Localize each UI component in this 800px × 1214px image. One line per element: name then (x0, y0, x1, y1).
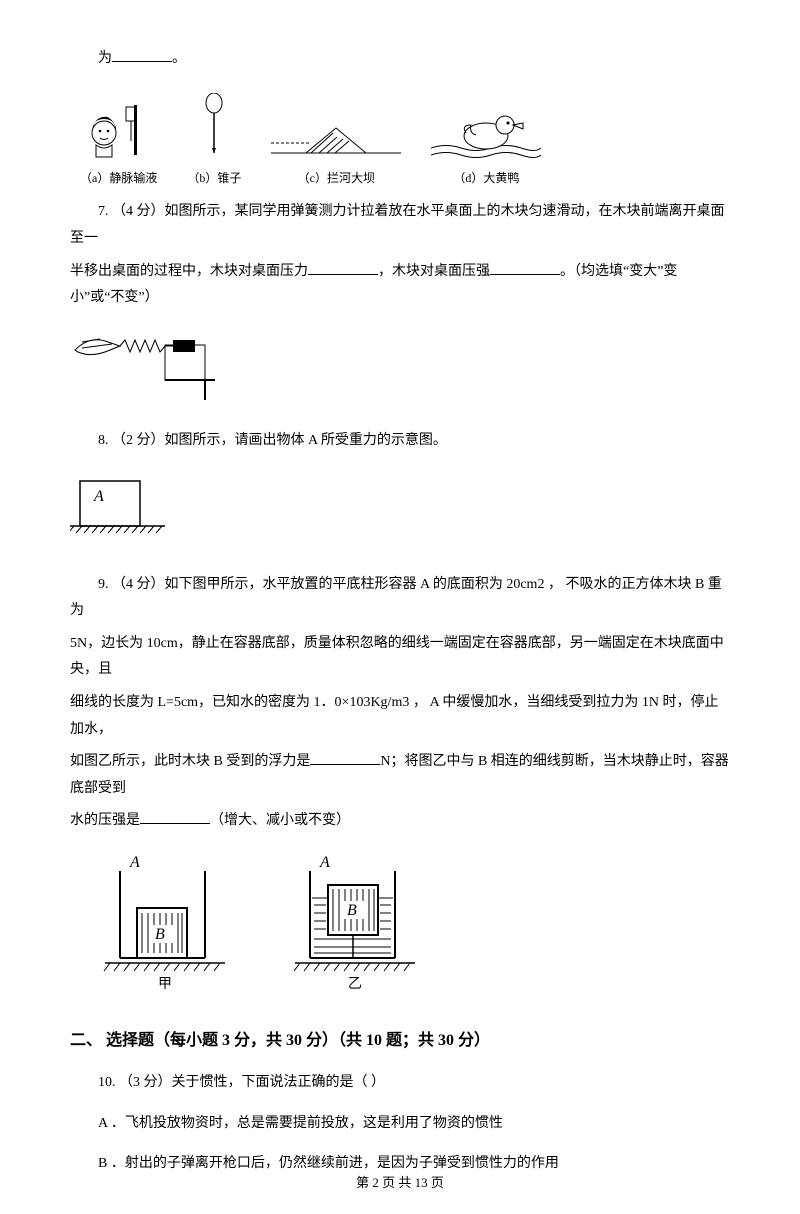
q7-l2-pre: 半移出桌面的过程中，木块对桌面压力 (70, 264, 308, 279)
q6-blank (112, 47, 172, 62)
q9-l5: 水的压强是 （增大、减小或不变） (70, 808, 730, 835)
q9-blank2 (140, 809, 210, 824)
svg-text:B: B (155, 926, 165, 943)
svg-text:乙: 乙 (348, 976, 362, 992)
q6-fig-c: （c）拦河大坝 (271, 113, 401, 190)
q6-fig-a-caption: （a）静脉输液 (80, 167, 157, 190)
q6-fig-c-caption: （c）拦河大坝 (271, 167, 401, 190)
q6-fig-a: （a）静脉输液 (80, 103, 157, 190)
container-jia-icon: A B 甲 (100, 853, 230, 998)
q8-text: 8. （2 分）如图所示，请画出物体 A 所受重力的示意图。 (70, 428, 730, 455)
awl-icon (189, 93, 239, 163)
q7-line2: 半移出桌面的过程中，木块对桌面压力，木块对桌面压强。（均选填“变大”变小”或“不… (70, 259, 730, 312)
q8-figure: A (70, 473, 730, 554)
q9-l5-end: （增大、减小或不变） (210, 813, 350, 828)
q8-label-a: A (93, 488, 104, 505)
q9-l4-pre: 如图乙所示，此时木块 B 受到的浮力是 (70, 754, 310, 769)
q9-l4: 如图乙所示，此时木块 B 受到的浮力是N；将图乙中与 B 相连的细线剪断，当木块… (70, 749, 730, 802)
q7-line1: 7. （4 分）如图所示，某同学用弹簧测力计拉着放在水平桌面上的木块匀速滑动，在… (70, 199, 730, 252)
q9-figures: A B 甲 A (100, 853, 730, 998)
q6-prefix: 为 (98, 51, 112, 66)
duck-icon (431, 103, 541, 163)
q6-fig-b: （b）锥子 (187, 93, 241, 190)
q9-blank1 (310, 750, 380, 765)
svg-text:A: A (319, 854, 330, 871)
q6-fig-d: （d）大黄鸭 (431, 103, 541, 190)
page-footer: 第 2 页 共 13 页 (0, 1171, 800, 1196)
q9-l5-pre: 水的压强是 (70, 813, 140, 828)
q7-blank2 (490, 260, 560, 275)
q6-tail-line: 为。 (70, 46, 730, 73)
block-a-icon: A (70, 473, 170, 543)
svg-text:甲: 甲 (158, 977, 172, 992)
svg-text:A: A (129, 854, 140, 871)
q6-fig-b-caption: （b）锥子 (187, 167, 241, 190)
q10-stem: 10. （3 分）关于惯性，下面说法正确的是（ ） (70, 1070, 730, 1097)
q6-suffix: 。 (172, 51, 186, 66)
q10-optA: A ．飞机投放物资时，总是需要提前投放，这是利用了物资的惯性 (70, 1111, 730, 1138)
page: 为。 （a）静脉输液 （b）锥子 (0, 0, 800, 1214)
q7-blank1 (308, 260, 378, 275)
q9-l2: 5N，边长为 10cm，静止在容器底部，质量体积忽略的细线一端固定在容器底部，另… (70, 631, 730, 684)
q7-figure (70, 330, 730, 411)
q7-l2-mid: ，木块对桌面压强 (378, 264, 490, 279)
q6-fig-d-caption: （d）大黄鸭 (431, 167, 541, 190)
spring-scale-icon (70, 330, 220, 400)
q9-l3: 细线的长度为 L=5cm，已知水的密度为 1．0×103Kg/m3 ， A 中缓… (70, 690, 730, 743)
container-yi-icon: A B (290, 853, 420, 998)
q6-figure-row: （a）静脉输液 （b）锥子 （c）拦河大坝 (80, 93, 730, 190)
section2-title: 二、 选择题（每小题 3 分，共 30 分）（共 10 题；共 30 分） (70, 1026, 730, 1056)
q9-l1: 9. （4 分）如下图甲所示，水平放置的平底柱形容器 A 的底面积为 20cm2… (70, 572, 730, 625)
svg-text:B: B (347, 902, 357, 919)
iv-drip-icon (84, 103, 154, 163)
dam-icon (271, 113, 401, 163)
